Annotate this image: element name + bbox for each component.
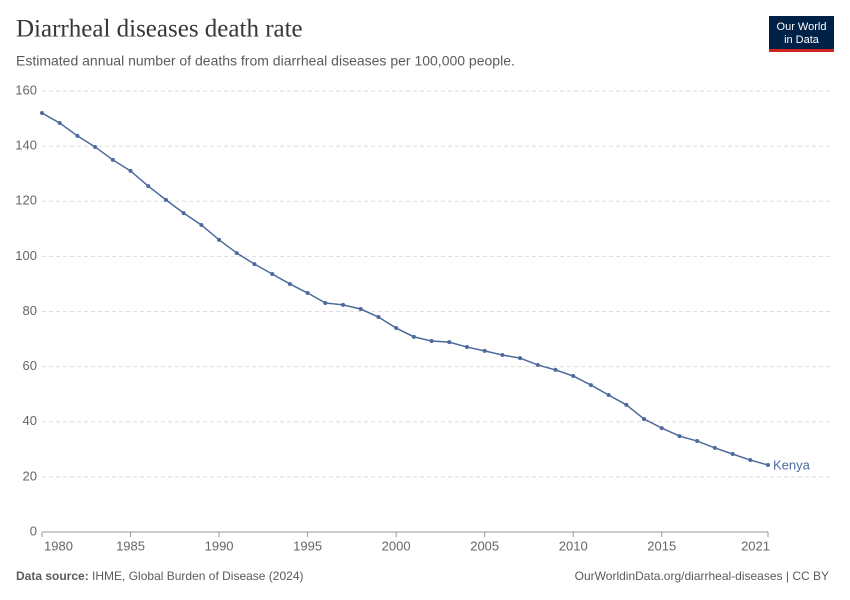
point	[40, 111, 44, 116]
source-label: Data source:	[16, 569, 89, 583]
y-tick-label: 60	[23, 358, 37, 373]
point	[606, 393, 611, 398]
logo-text: Our World	[777, 21, 827, 33]
point	[376, 315, 381, 320]
point	[252, 262, 257, 267]
x-tick-label: 2015	[647, 538, 676, 553]
point	[677, 434, 682, 439]
chart-title: Diarrheal diseases death rate	[16, 16, 303, 43]
point	[394, 326, 399, 331]
logo-bar	[769, 49, 834, 52]
point	[588, 383, 593, 388]
point	[287, 281, 292, 286]
point	[146, 184, 151, 189]
point	[93, 144, 98, 149]
point	[624, 402, 629, 407]
point	[695, 439, 700, 444]
x-tick-label: 1980	[44, 538, 73, 553]
point	[553, 367, 558, 372]
point	[234, 251, 239, 256]
x-tick-label: 2021	[741, 538, 770, 553]
point	[57, 120, 62, 125]
point	[447, 340, 452, 345]
chart-subtitle: Estimated annual number of deaths from d…	[16, 53, 515, 69]
point	[500, 353, 505, 358]
point	[730, 451, 735, 456]
footer-credit[interactable]: OurWorldinData.org/diarrheal-diseases | …	[575, 569, 829, 583]
source: IHME, Global Burden of Disease (2024)	[92, 569, 303, 583]
point	[128, 168, 133, 173]
y-tick-label: 140	[15, 138, 37, 153]
logo-box	[769, 16, 834, 49]
point	[323, 300, 328, 305]
x-tick-label: 2010	[559, 538, 588, 553]
point	[659, 426, 664, 431]
point	[199, 222, 204, 227]
point	[464, 345, 469, 350]
x-tick-label: 1990	[205, 538, 234, 553]
line	[41, 112, 769, 466]
y-tick-label: 120	[15, 193, 37, 208]
logo[interactable]: Our World in Data	[769, 16, 834, 52]
x-tick-label: 2005	[470, 538, 499, 553]
y-tick-label: 0	[30, 523, 37, 538]
point	[571, 373, 576, 378]
point	[75, 133, 80, 138]
y-tick-label: 40	[23, 413, 37, 428]
y-tick-label: 100	[15, 248, 37, 263]
y-tick-label: 80	[23, 303, 37, 318]
y-tick-label: 20	[23, 468, 37, 483]
point	[535, 362, 540, 367]
point	[181, 211, 186, 216]
x-tick-label: 2000	[382, 538, 411, 553]
point	[110, 157, 115, 162]
point	[217, 237, 222, 242]
x-tick-label: 1985	[116, 538, 145, 553]
point	[482, 348, 487, 353]
point	[748, 458, 753, 463]
footer-source: Data source: IHME, Global Burden of Dise…	[16, 569, 303, 583]
point	[766, 463, 770, 468]
point	[358, 307, 363, 312]
logo-text: in Data	[784, 34, 820, 46]
series-label: Kenya	[773, 457, 811, 472]
point	[429, 338, 434, 343]
point	[642, 416, 647, 421]
point	[270, 272, 275, 277]
point	[712, 445, 717, 450]
point	[411, 334, 416, 339]
point	[163, 197, 168, 202]
y-tick-label: 160	[15, 82, 37, 97]
point	[341, 302, 346, 307]
x-tick-label: 1995	[293, 538, 322, 553]
point	[518, 356, 523, 361]
point	[305, 291, 310, 296]
